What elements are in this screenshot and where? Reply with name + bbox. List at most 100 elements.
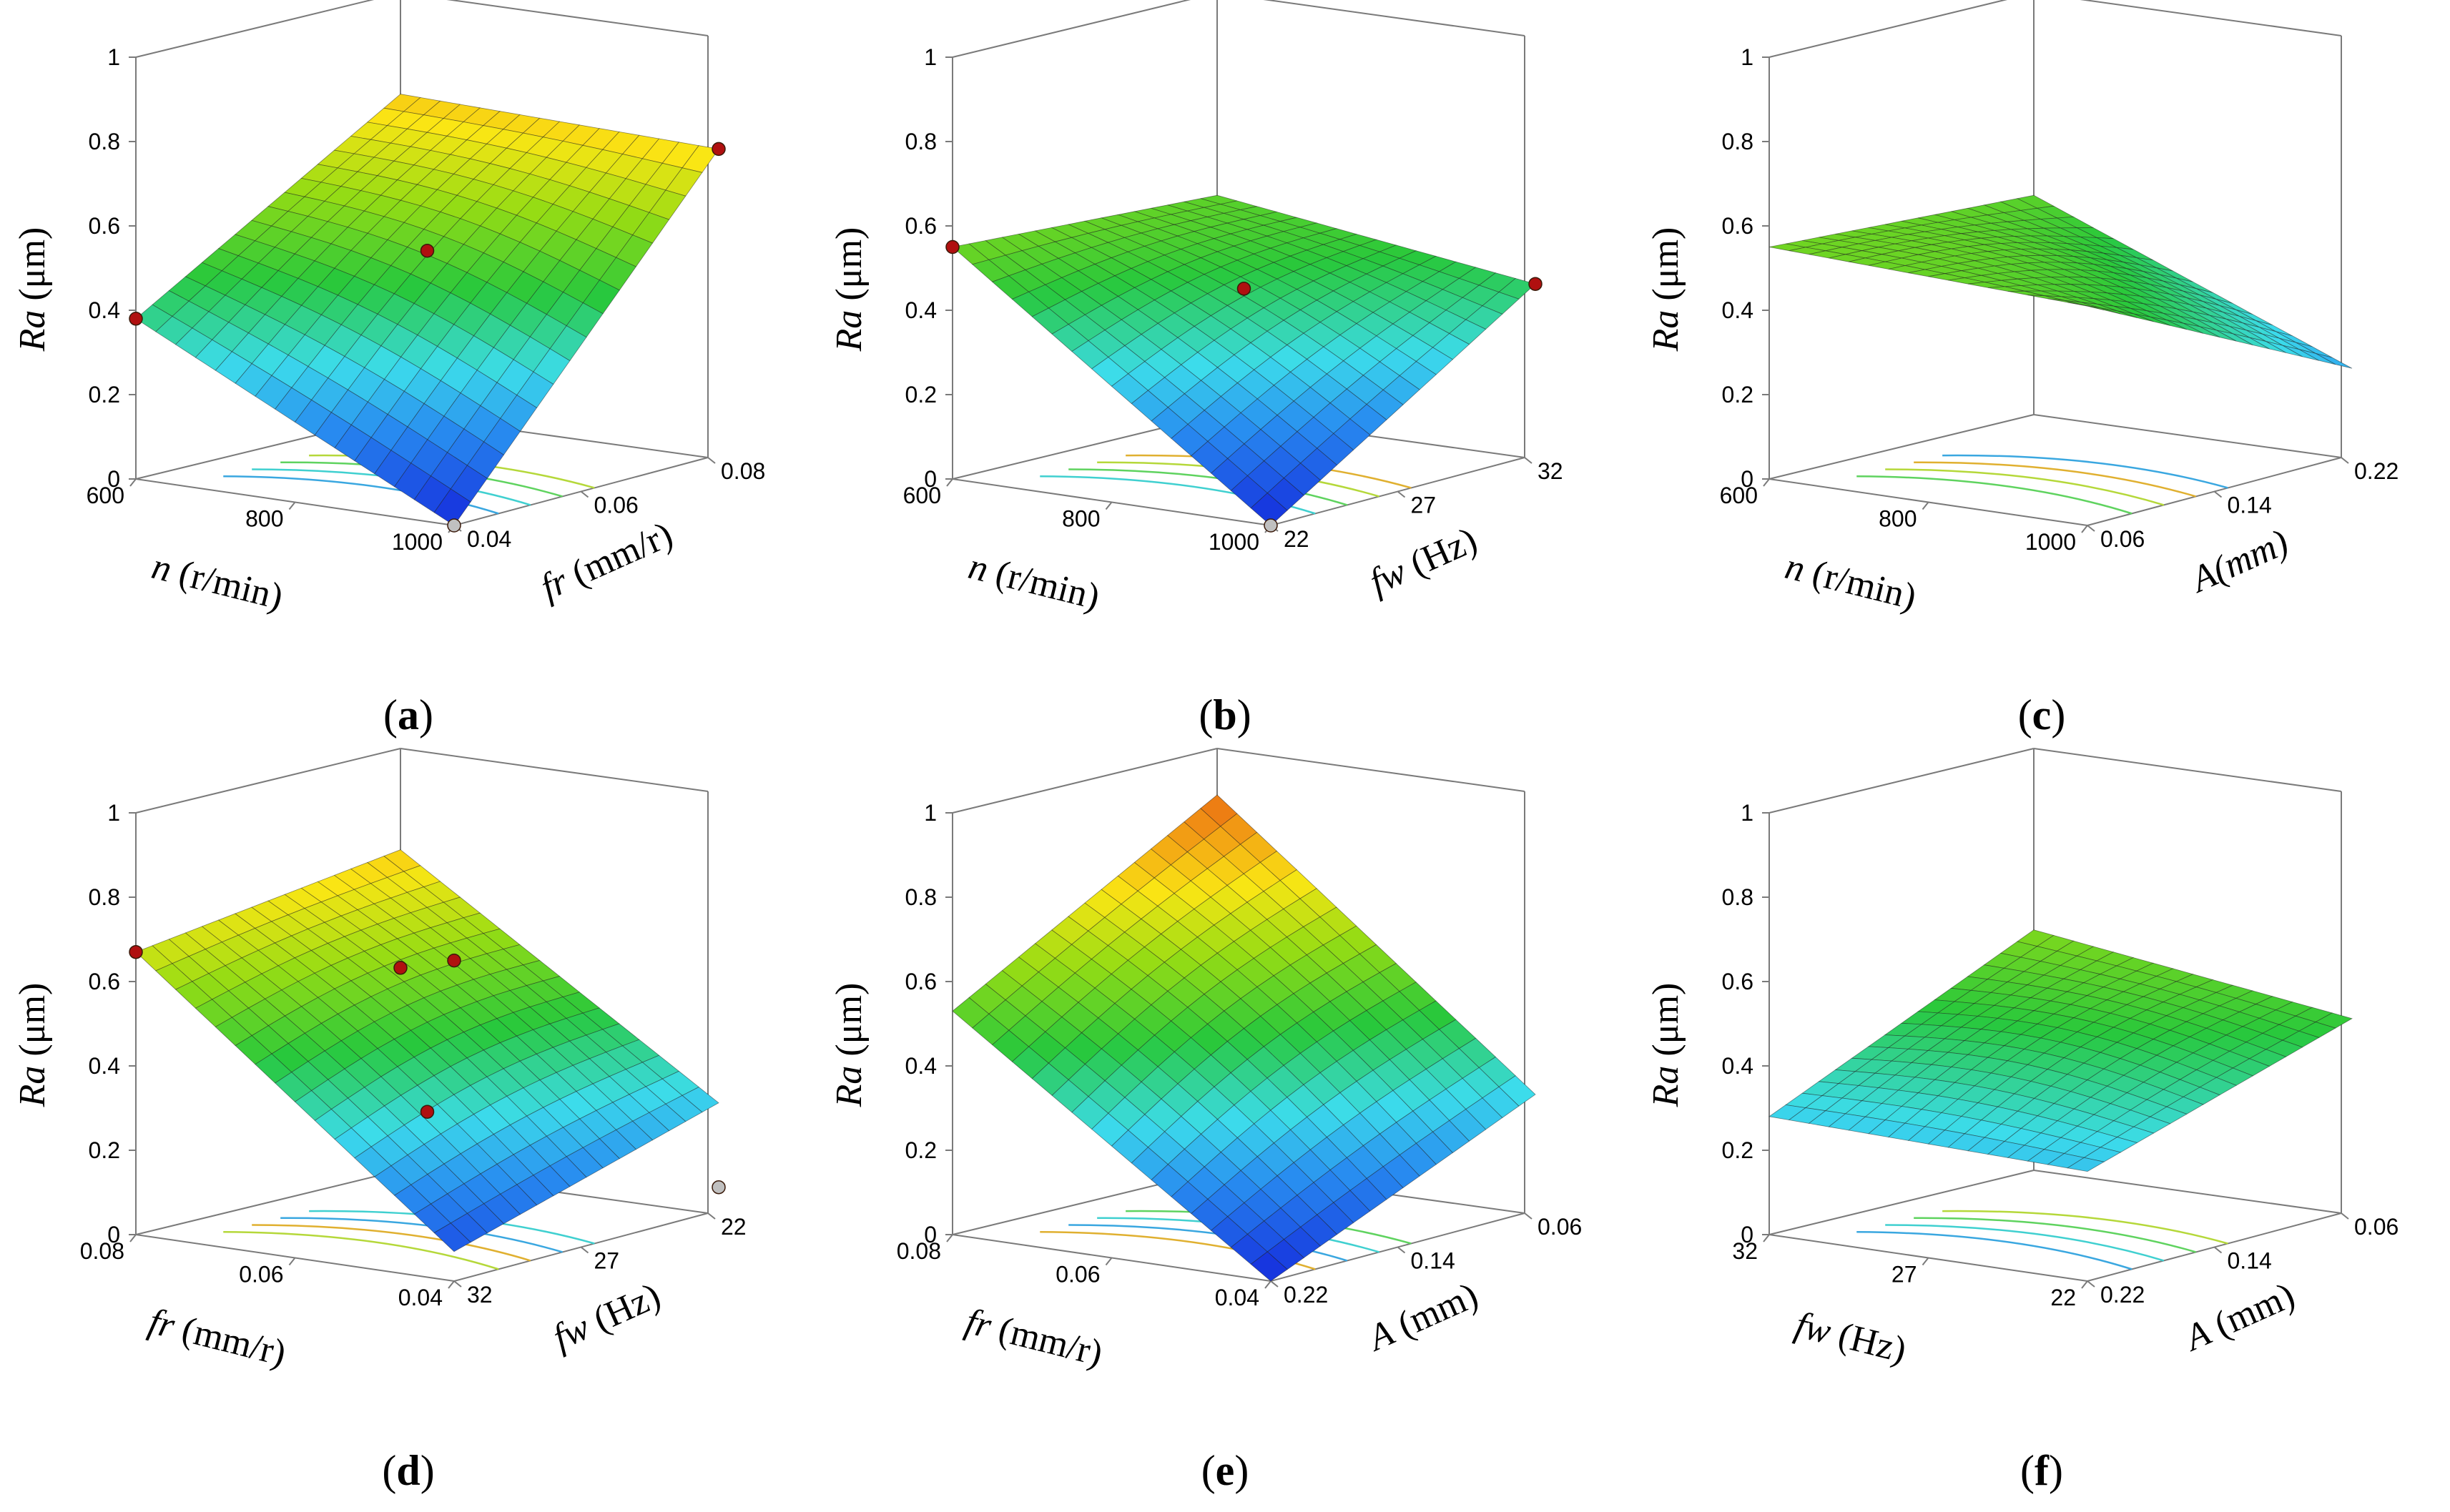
box-edge [135, 1170, 401, 1235]
y-axis-label: A(mm) [2183, 522, 2294, 601]
panel-e: 0 0.2 0.4 0.6 0.8 1 Ra (μm) 0.08 0.06 0.04 fr (mm/… [829, 748, 1582, 1494]
contour-line [252, 1224, 531, 1262]
box-edge [1768, 1170, 2035, 1235]
box-edge [952, 0, 1191, 58]
surface-cell [1250, 1251, 1288, 1282]
y-tick-label: 0.22 [2100, 1282, 2145, 1308]
surface [952, 194, 1536, 526]
z-tick-label: 0.4 [1722, 297, 1753, 323]
y-tick-label: 0.06 [2354, 1214, 2399, 1240]
z-axis-label: Ra (μm) [829, 227, 870, 352]
y-tick-mark [2213, 490, 2223, 498]
z-tick-label: 0 [924, 466, 937, 492]
z-tick-label: 0.6 [905, 969, 937, 994]
panel-f: 0 0.2 0.4 0.6 0.8 1 Ra (μm) 32 27 22 fw (Hz) 0.22 0.… [1645, 748, 2399, 1494]
y-tick-label: 0.08 [721, 458, 765, 484]
box-edge [2033, 748, 2342, 792]
y-tick-mark [707, 1212, 716, 1220]
z-tick-label: 1 [924, 800, 937, 826]
x-tick-label: 600 [1720, 483, 1758, 508]
z-tick-label: 0.2 [1722, 382, 1753, 407]
design-point [420, 243, 435, 258]
x-tick-label: 600 [903, 483, 941, 508]
x-axis-label: n (r/min) [965, 546, 1104, 618]
panel-caption: (a) [383, 691, 433, 738]
panel-caption: (e) [1201, 1447, 1249, 1494]
box-edge [135, 748, 401, 814]
x-tick-mark [129, 478, 137, 487]
panel-c: 0 0.2 0.4 0.6 0.8 1 Ra (μm) 600 800 1000 n (r/min)… [1645, 0, 2399, 738]
x-tick-label: 1000 [2025, 529, 2076, 555]
surface [1768, 194, 2353, 369]
z-tick-label: 0.4 [905, 297, 937, 323]
y-tick-mark [707, 457, 716, 464]
x-tick-label: 32 [1732, 1238, 1758, 1264]
panel-a: 0 0.2 0.4 0.6 0.8 1 Ra (μm) 600 800 1000 n (r/min)… [12, 0, 765, 738]
z-axis-label: Ra (μm) [1645, 983, 1686, 1108]
y-tick-label: 27 [1411, 493, 1437, 518]
y-tick-mark [2087, 1280, 2095, 1288]
design-point [447, 953, 461, 968]
y-tick-label: 0.06 [2100, 526, 2145, 552]
y-tick-mark [1397, 490, 1406, 498]
surface [952, 794, 1536, 1282]
z-axis-label: Ra (μm) [1645, 227, 1686, 352]
contour-line [1885, 1224, 2165, 1262]
y-tick-mark [1397, 1246, 1406, 1254]
x-tick-mark [129, 1234, 137, 1242]
z-tick-label: 1 [107, 800, 120, 826]
panel-d: 0 0.2 0.4 0.6 0.8 1 Ra (μm) 0.08 0.06 0.04 fr (mm/… [12, 748, 747, 1494]
y-tick-mark [1524, 1212, 1533, 1220]
y-tick-mark [2341, 457, 2349, 464]
x-tick-mark [1922, 1257, 1929, 1266]
x-tick-label: 1000 [392, 529, 443, 555]
x-tick-label: 0.08 [897, 1238, 941, 1264]
box-edge [1216, 748, 1525, 792]
x-tick-mark [1763, 478, 1770, 487]
x-axis-label: n (r/min) [148, 546, 287, 618]
x-tick-label: 22 [2050, 1285, 2076, 1310]
design-point [447, 518, 461, 533]
y-tick-label: 0.22 [1284, 1282, 1328, 1308]
z-axis-label: Ra (μm) [12, 983, 53, 1108]
x-tick-label: 800 [1062, 506, 1100, 532]
box-edge [1768, 0, 2008, 58]
y-tick-mark [580, 1246, 589, 1254]
y-tick-label: 27 [594, 1248, 620, 1274]
y-tick-label: 32 [1538, 458, 1563, 484]
x-tick-mark [1105, 501, 1113, 510]
y-tick-label: 0.06 [594, 493, 639, 518]
z-tick-label: 0.2 [905, 1137, 937, 1163]
surface [135, 94, 719, 526]
box-edge [952, 748, 1218, 814]
z-tick-label: 0.2 [905, 382, 937, 407]
z-axis-label: Ra (μm) [12, 227, 53, 352]
contour-line [1856, 1231, 2132, 1270]
x-axis-label: fr (mm/r) [145, 1301, 290, 1374]
x-tick-mark [2081, 1280, 2088, 1289]
contour-line [1942, 1210, 2228, 1245]
floor-contours [1856, 1210, 2228, 1270]
z-tick-label: 0.8 [89, 129, 120, 154]
z-axis-label: Ra (μm) [829, 983, 870, 1108]
x-tick-mark [288, 501, 296, 510]
x-tick-mark [946, 478, 953, 487]
box-edge [1768, 414, 2035, 480]
contour-line [223, 1231, 499, 1270]
x-tick-mark [1763, 1234, 1770, 1242]
y-tick-label: 0.14 [2228, 493, 2272, 518]
x-tick-label: 27 [1891, 1262, 1917, 1288]
z-tick-label: 0.2 [89, 1137, 120, 1163]
box-edge [1263, 0, 1525, 36]
z-tick-label: 0.4 [89, 1053, 120, 1079]
axes-box [1768, 0, 2342, 526]
design-point [945, 239, 960, 255]
x-tick-label: 800 [245, 506, 283, 532]
contour-line [1914, 461, 2196, 498]
x-tick-mark [448, 1280, 455, 1289]
x-tick-mark [946, 1234, 953, 1242]
y-axis-label: fw (Hz) [547, 1275, 666, 1358]
y-tick-mark [453, 1280, 462, 1288]
z-tick-label: 1 [107, 44, 120, 70]
x-tick-mark [2081, 525, 2088, 533]
